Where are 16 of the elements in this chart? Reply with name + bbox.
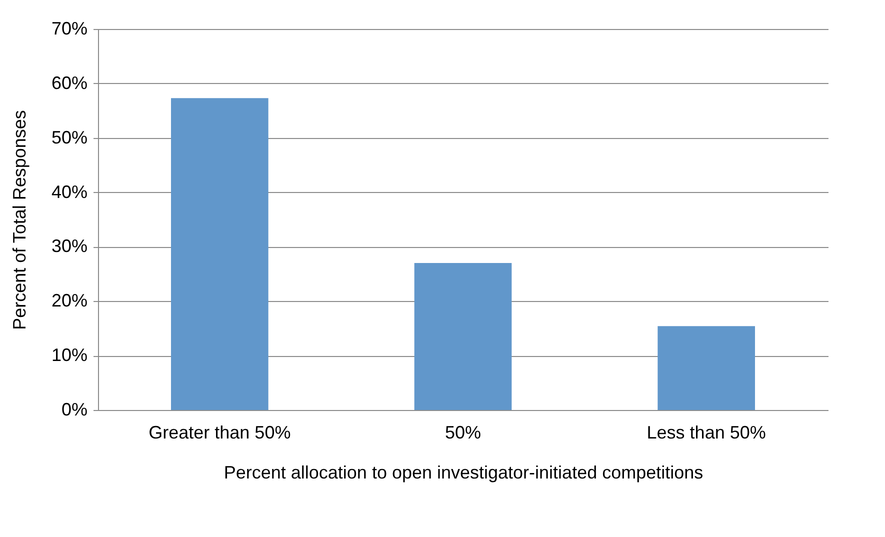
y-tick-label: 10% bbox=[51, 345, 88, 366]
y-tick-label: 30% bbox=[51, 236, 88, 256]
bar bbox=[658, 326, 755, 410]
y-tick-label: 40% bbox=[51, 182, 88, 202]
x-tick-label: Greater than 50% bbox=[148, 422, 291, 442]
bar bbox=[414, 263, 512, 410]
y-tick-label: 60% bbox=[51, 72, 88, 93]
bar bbox=[171, 98, 268, 410]
y-tick-label: 20% bbox=[51, 290, 88, 311]
y-axis-title: Percent of Total Responses bbox=[9, 110, 30, 330]
x-axis-title: Percent allocation to open investigator-initiated competitions bbox=[224, 462, 704, 482]
x-tick-label: 50% bbox=[444, 422, 482, 442]
y-tick-label: 50% bbox=[51, 127, 88, 148]
y-tick-label: 70% bbox=[51, 18, 88, 38]
y-tick-label: 0% bbox=[61, 400, 88, 420]
x-tick-label: Less than 50% bbox=[646, 422, 766, 442]
